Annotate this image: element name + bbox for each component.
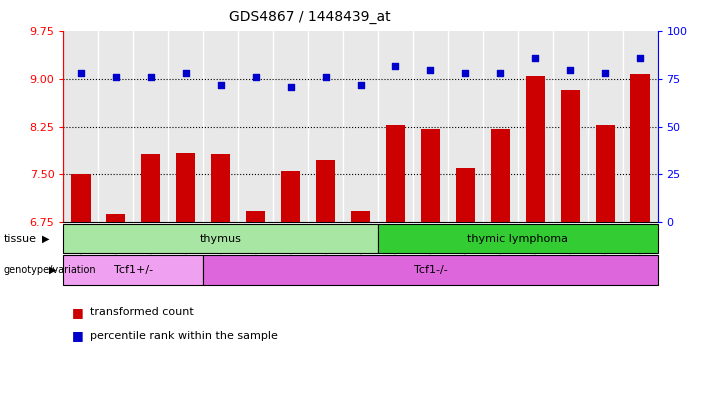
Bar xyxy=(630,74,650,222)
Bar xyxy=(176,153,195,222)
Bar xyxy=(456,168,475,222)
Bar xyxy=(343,31,378,222)
Bar xyxy=(491,129,510,222)
Text: transformed count: transformed count xyxy=(90,307,194,318)
Bar xyxy=(386,125,405,222)
Bar xyxy=(526,76,545,222)
Point xyxy=(459,70,471,77)
Text: Tcf1-/-: Tcf1-/- xyxy=(414,265,447,275)
Bar xyxy=(281,171,300,222)
Bar xyxy=(63,255,203,285)
Bar xyxy=(168,31,203,222)
Bar xyxy=(553,31,588,222)
Bar xyxy=(413,31,448,222)
Point xyxy=(425,66,436,73)
Bar xyxy=(560,90,580,222)
Bar xyxy=(378,224,658,253)
Bar xyxy=(71,174,91,222)
Text: tissue: tissue xyxy=(4,234,37,244)
Text: GDS4867 / 1448439_at: GDS4867 / 1448439_at xyxy=(229,10,391,24)
Point xyxy=(285,84,296,90)
Bar xyxy=(378,31,413,222)
Bar xyxy=(596,125,615,222)
Text: genotype/variation: genotype/variation xyxy=(4,265,96,275)
Point xyxy=(180,70,192,77)
Point xyxy=(250,74,262,80)
Bar xyxy=(106,214,125,222)
Point xyxy=(565,66,576,73)
Point xyxy=(634,55,646,61)
Point xyxy=(529,55,541,61)
Point xyxy=(320,74,332,80)
Bar xyxy=(448,31,483,222)
Point xyxy=(145,74,156,80)
Text: ■: ■ xyxy=(72,306,84,319)
Bar xyxy=(308,31,343,222)
Text: thymus: thymus xyxy=(200,234,242,244)
Text: thymic lymphoma: thymic lymphoma xyxy=(467,234,568,244)
Text: ▶: ▶ xyxy=(42,234,49,244)
Bar xyxy=(98,31,133,222)
Bar xyxy=(483,31,518,222)
Point xyxy=(215,82,226,88)
Point xyxy=(495,70,506,77)
Bar xyxy=(63,31,98,222)
Bar xyxy=(203,31,238,222)
Text: Tcf1+/-: Tcf1+/- xyxy=(114,265,153,275)
Text: ▶: ▶ xyxy=(49,265,56,275)
Point xyxy=(110,74,122,80)
Point xyxy=(389,62,401,69)
Bar xyxy=(203,255,658,285)
Bar xyxy=(238,31,273,222)
Bar xyxy=(141,154,161,222)
Bar xyxy=(246,211,265,222)
Bar xyxy=(63,224,378,253)
Bar xyxy=(351,211,370,222)
Bar xyxy=(421,129,440,222)
Point xyxy=(599,70,611,77)
Bar xyxy=(316,160,335,222)
Bar xyxy=(273,31,308,222)
Text: percentile rank within the sample: percentile rank within the sample xyxy=(90,331,278,341)
Bar xyxy=(588,31,623,222)
Text: ■: ■ xyxy=(72,329,84,343)
Bar xyxy=(133,31,168,222)
Point xyxy=(355,82,366,88)
Point xyxy=(75,70,87,77)
Bar xyxy=(623,31,658,222)
Bar xyxy=(211,154,230,222)
Bar xyxy=(518,31,553,222)
